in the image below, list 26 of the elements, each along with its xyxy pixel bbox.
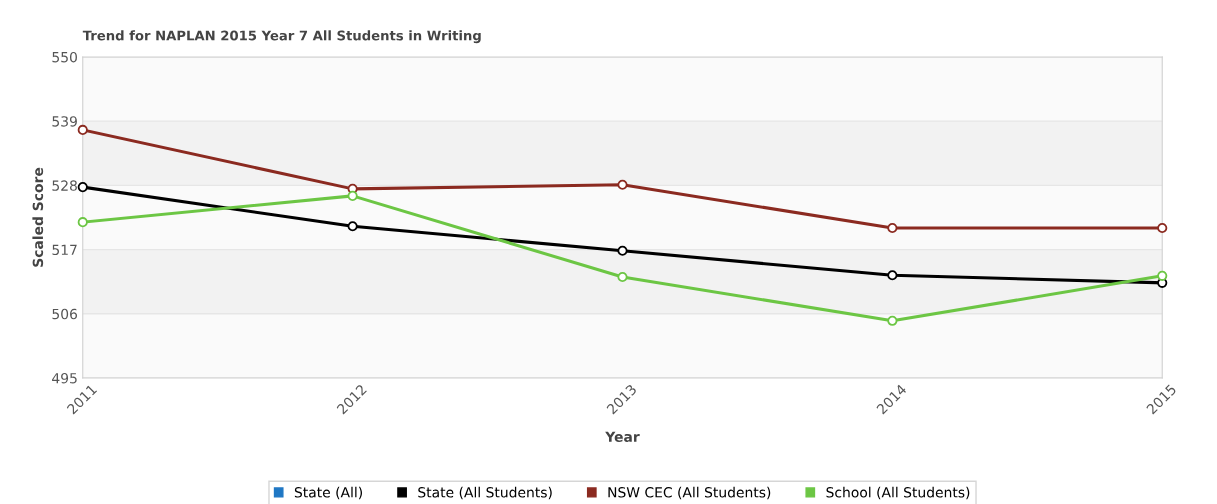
- point: [77, 217, 88, 228]
- y-tick-label: 517: [52, 244, 77, 256]
- point: [77, 124, 88, 135]
- point: [617, 179, 628, 190]
- y-tick-label: 495: [52, 372, 77, 384]
- y-tick-label: 550: [52, 51, 77, 63]
- point: [617, 271, 628, 283]
- point: [887, 222, 898, 234]
- point: [887, 270, 898, 281]
- y-tick-label: 528: [52, 180, 77, 191]
- legend-label: State (All): [294, 486, 362, 500]
- point: [347, 190, 358, 201]
- y-axis-title: Scaled Score: [32, 167, 44, 267]
- point: [887, 315, 898, 326]
- y-tick-label: 539: [52, 116, 77, 127]
- legend-label: State (All Students): [418, 486, 552, 500]
- point: [1157, 270, 1168, 281]
- point: [1157, 222, 1168, 234]
- legend-label: School (All Students): [826, 486, 970, 500]
- x-axis-title: Year: [605, 431, 640, 442]
- chart-title: Trend for NAPLAN 2015 Year 7 All Students in Writing: [82, 30, 481, 44]
- point: [617, 245, 628, 256]
- legend-label: NSW CEC (All Students): [608, 486, 771, 500]
- point: [77, 182, 88, 193]
- point: [347, 221, 358, 232]
- y-tick-label: 506: [52, 308, 78, 320]
